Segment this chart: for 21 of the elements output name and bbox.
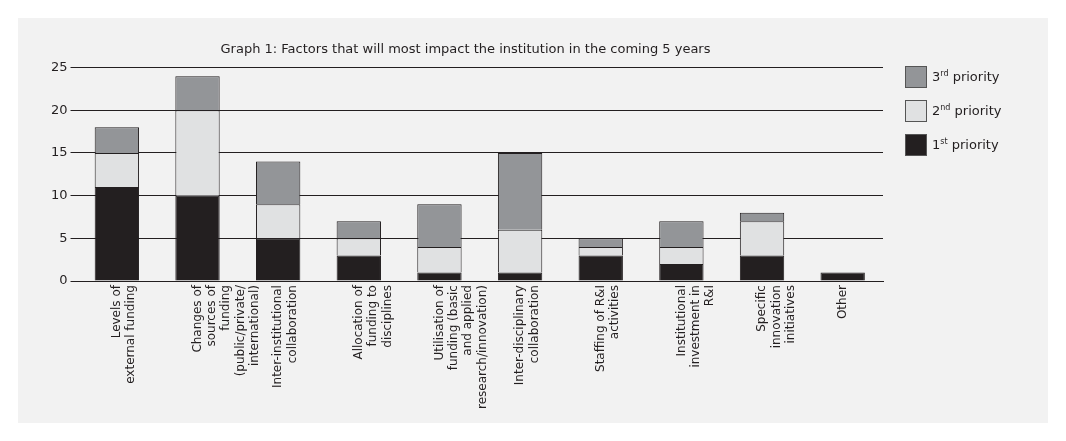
x-tick-label: Changes of sources of funding (public/private/ international) [189,284,262,377]
x-tick-label: Allocation of funding to disciplines [350,284,394,360]
bar [417,272,462,281]
x-tick-label: Utilisation of funding (basic and applied research/innovation) [431,284,489,409]
legend-label: 3$^{rd}$ priority [932,69,1000,85]
bar [659,263,704,281]
y-tick-label: 15 [51,144,68,160]
y-tick-label: 25 [51,58,68,74]
y-tick-label: 5 [59,229,68,245]
y-tick-label: 20 [51,101,68,117]
legend-label: 1$^{st}$ priority [932,137,999,153]
y-tick-label: 0 [59,272,68,288]
x-tick-label: Other [834,284,849,320]
x-tick-label: Specific innovation initiatives [754,285,797,349]
x-tick-label: Staffing of R&I activities [592,285,622,372]
x-tick-label: Levels of external funding [108,284,138,384]
bar [820,272,865,281]
y-tick-label: 10 [51,187,68,203]
x-tick-label: Institutional investment in R&I [673,285,717,368]
chart-title: Graph 1: Factors that will most impact the institution in the coming 5 years [220,41,711,57]
legend-label: 2$^{nd}$ priority [932,103,1002,119]
